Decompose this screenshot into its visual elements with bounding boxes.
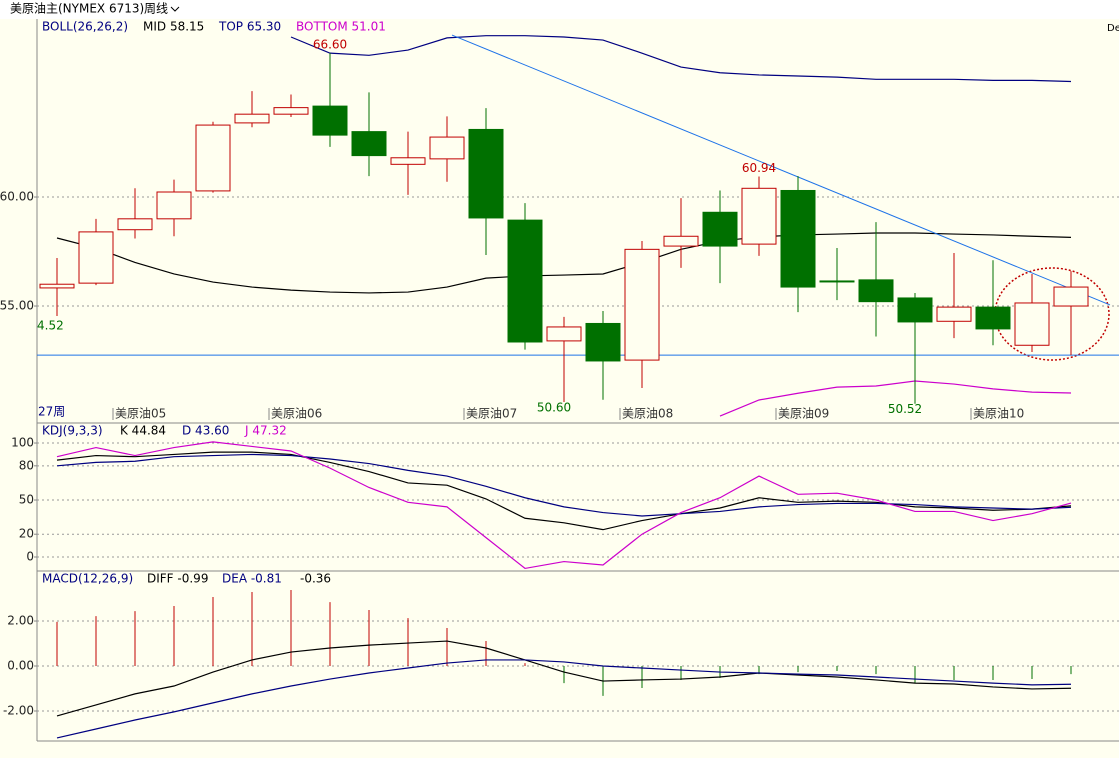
series-line xyxy=(56,453,1072,517)
x-tick-label: 美原油05 xyxy=(115,407,166,421)
legend-entry: DIFF -0.99 xyxy=(147,572,208,586)
legend-entry: -0.36 xyxy=(300,572,331,586)
x-tick-label: 美原油10 xyxy=(973,407,1024,421)
x-tick-label: 美原油08 xyxy=(622,407,673,421)
legend-entry: BOTTOM 51.01 xyxy=(296,20,386,34)
candle-body xyxy=(1053,286,1089,307)
legend-entry: DEA -0.81 xyxy=(222,572,282,586)
corner-text: De xyxy=(1107,23,1119,34)
candle-body xyxy=(975,306,1011,330)
x-tick-label: 美原油07 xyxy=(466,407,517,421)
candle-body xyxy=(351,131,387,157)
y-tick-label: 2.00 xyxy=(7,614,34,628)
y-tick-label: -2.00 xyxy=(3,703,34,717)
y-tick-label: 50 xyxy=(19,493,34,507)
indicator-label: MACD(12,26,9) xyxy=(42,572,133,586)
series-line xyxy=(56,232,1072,294)
x-tick-label: 美原油09 xyxy=(778,407,829,421)
dropdown-icon xyxy=(170,6,180,12)
candle-body xyxy=(195,124,231,192)
y-tick-label: 100 xyxy=(11,436,34,450)
legend-entry: D 43.60 xyxy=(182,424,229,438)
y-tick-label: 0 xyxy=(26,550,34,564)
candle-body xyxy=(624,248,660,361)
candle-body xyxy=(663,235,699,247)
panel xyxy=(37,441,1119,570)
low-label: 50.52 xyxy=(888,402,922,416)
y-tick-label: 20 xyxy=(19,527,34,541)
series-line xyxy=(290,35,1072,83)
legend-entry: MID 58.15 xyxy=(143,20,204,34)
indicator-label: BOLL(26,26,2) xyxy=(42,20,128,34)
candle-body xyxy=(39,283,75,289)
y-tick-label: 60.00 xyxy=(0,190,34,204)
candle-body xyxy=(429,136,465,160)
series-line xyxy=(56,441,1072,570)
series-line xyxy=(56,640,1072,717)
legend-entry: J 47.32 xyxy=(244,424,287,438)
x-tick-label: 美原油06 xyxy=(271,407,322,421)
candle-body xyxy=(780,189,816,288)
series-line xyxy=(56,659,1072,739)
legend-entry: TOP 65.30 xyxy=(218,20,281,34)
candle-body xyxy=(273,107,309,115)
indicator-label: KDJ(9,3,3) xyxy=(42,424,103,438)
candle-body xyxy=(468,128,504,219)
candle-body xyxy=(156,191,192,220)
y-tick-label: 0.00 xyxy=(7,659,34,673)
candle-body xyxy=(117,218,153,231)
candle-body xyxy=(390,157,426,165)
period-selector[interactable]: 周线 xyxy=(144,2,168,16)
candle-body xyxy=(546,326,582,342)
legend-entry: K 44.84 xyxy=(120,424,166,438)
period-label: 27周 xyxy=(38,405,65,419)
high-label: 60.94 xyxy=(742,161,776,175)
candle-body xyxy=(312,105,348,136)
candle-body xyxy=(858,279,894,303)
panel xyxy=(37,34,1119,417)
candle-body xyxy=(702,211,738,247)
candle-body xyxy=(819,280,855,283)
candle-body xyxy=(741,187,777,245)
candle-body xyxy=(78,231,114,284)
candle-body xyxy=(1014,302,1050,346)
candle-body xyxy=(897,297,933,323)
edge-label: 4.52 xyxy=(37,319,64,333)
low-label: 50.60 xyxy=(537,400,571,414)
candle-body xyxy=(936,306,972,322)
header-bar xyxy=(0,0,1119,19)
candle-body xyxy=(234,113,270,124)
series-line xyxy=(719,380,1072,417)
candle-body xyxy=(507,219,543,343)
y-tick-label: 80 xyxy=(19,458,34,472)
trendline xyxy=(451,34,1111,306)
series-line xyxy=(56,451,1072,531)
panel xyxy=(37,589,1119,739)
y-tick-label: 55.00 xyxy=(0,299,34,313)
high-label: 66.60 xyxy=(313,38,347,52)
candle-body xyxy=(585,322,621,362)
instrument-title[interactable]: 美原油主(NYMEX 6713) xyxy=(10,2,144,16)
